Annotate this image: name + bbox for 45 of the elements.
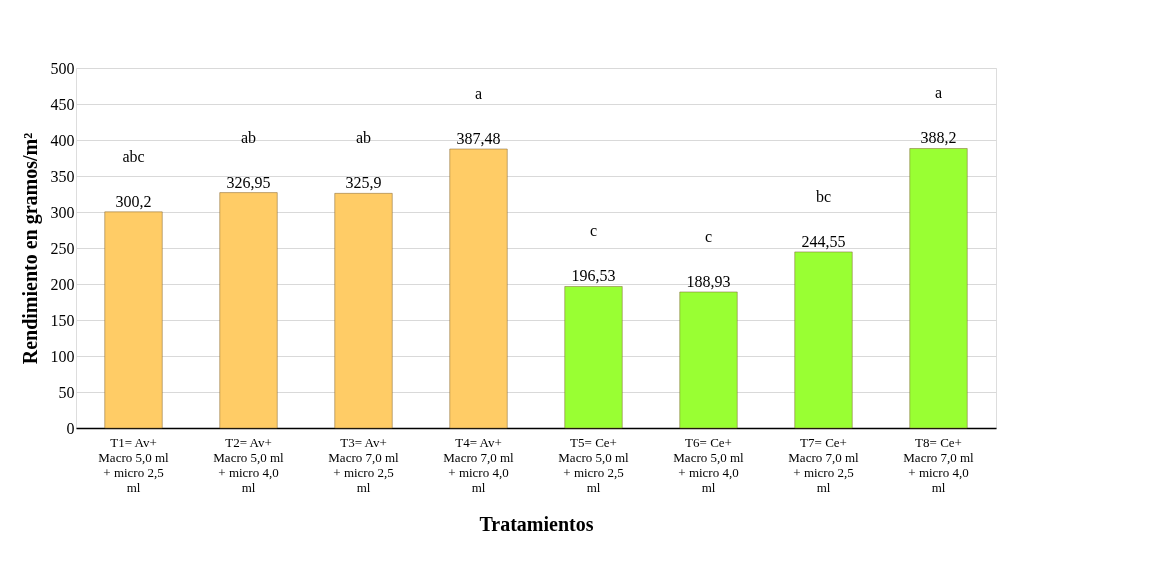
y-tick-label: 200 — [50, 275, 75, 293]
annotation: c — [704, 227, 713, 245]
bar — [909, 148, 968, 429]
bar — [679, 291, 738, 429]
bar — [334, 193, 393, 429]
data-label: 196,53 — [571, 267, 616, 285]
annotation: a — [934, 84, 943, 102]
data-label: 300,2 — [115, 192, 152, 210]
bar — [794, 251, 853, 429]
y-tick-label: 400 — [50, 131, 75, 149]
annotation: a — [474, 85, 483, 103]
data-label: 387,48 — [456, 130, 501, 148]
y-axis-title: Rendimiento en gramos/m² — [18, 132, 42, 365]
y-tick-label: 100 — [50, 347, 75, 365]
y-tick-label: 500 — [50, 59, 75, 77]
y-tick-label: 450 — [50, 95, 75, 113]
annotation: ab — [240, 128, 257, 146]
x-tick-label: T7= Ce+ Macro 7,0 ml + micro 2,5 ml — [788, 434, 860, 495]
data-label: 388,2 — [920, 129, 957, 147]
bar — [564, 286, 623, 429]
x-tick-label: T8= Ce+ Macro 7,0 ml + micro 4,0 ml — [903, 434, 975, 495]
annotation: abc — [122, 147, 145, 165]
x-tick-label: T2= Av+ Macro 5,0 ml + micro 4,0 ml — [213, 434, 285, 495]
data-label: 244,55 — [801, 232, 846, 250]
x-axis-title: Tratamientos — [479, 512, 594, 535]
y-tick-label: 350 — [50, 167, 75, 185]
x-tick-label: T6= Ce+ Macro 5,0 ml + micro 4,0 ml — [673, 434, 745, 495]
x-tick-label: T1= Av+ Macro 5,0 ml + micro 2,5 ml — [98, 434, 170, 495]
data-label: 326,95 — [226, 173, 271, 191]
y-tick-label: 50 — [58, 383, 75, 401]
bar — [104, 211, 163, 429]
y-tick-label: 0 — [66, 419, 75, 437]
x-tick-label: T5= Ce+ Macro 5,0 ml + micro 2,5 ml — [558, 434, 630, 495]
data-label: 325,9 — [345, 174, 382, 192]
data-label: 188,93 — [686, 272, 731, 290]
annotation: ab — [355, 129, 372, 147]
annotation: bc — [815, 187, 832, 205]
y-tick-label: 250 — [50, 239, 75, 257]
x-tick-label: T3= Av+ Macro 7,0 ml + micro 2,5 ml — [328, 434, 400, 495]
y-tick-label: 300 — [50, 203, 75, 221]
annotation: c — [589, 222, 598, 240]
bar — [449, 148, 508, 429]
bar — [219, 192, 278, 429]
y-tick-label: 150 — [50, 311, 75, 329]
x-tick-label: T4= Av+ Macro 7,0 ml + micro 4,0 ml — [443, 434, 515, 495]
